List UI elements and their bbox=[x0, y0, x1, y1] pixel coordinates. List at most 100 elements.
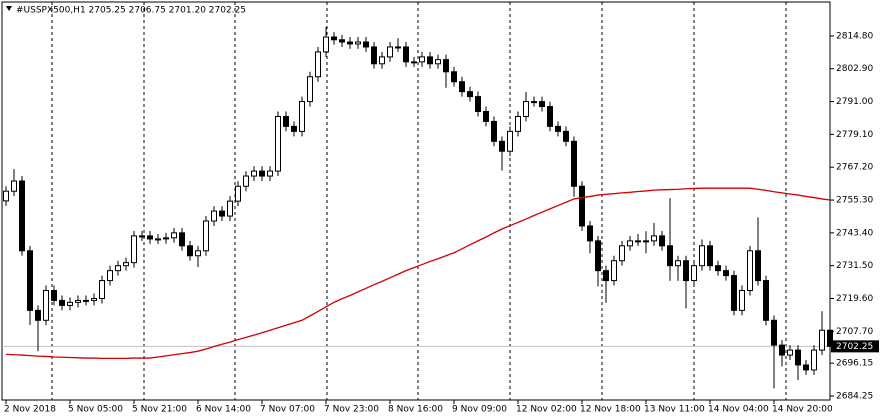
last-price-box bbox=[831, 340, 879, 353]
candle-body bbox=[267, 170, 273, 177]
candle-body bbox=[275, 115, 281, 172]
candle-body bbox=[299, 101, 305, 132]
candle-body bbox=[483, 110, 489, 122]
x-tick-label: 13 Nov 11:00 bbox=[644, 405, 705, 415]
y-tick-label: 2779.10 bbox=[836, 130, 873, 140]
candle-body bbox=[427, 56, 433, 65]
candle-body bbox=[571, 140, 577, 187]
candle-body bbox=[643, 240, 649, 243]
moving-average bbox=[5, 187, 831, 360]
candle-body bbox=[91, 298, 97, 301]
candle-body bbox=[691, 265, 697, 282]
candle-body bbox=[747, 250, 753, 292]
candle-body bbox=[499, 140, 505, 152]
candle-body bbox=[131, 235, 137, 264]
candle-body bbox=[323, 36, 329, 53]
y-tick-label: 2731.50 bbox=[836, 261, 873, 271]
candle-body bbox=[587, 225, 593, 242]
candle-body bbox=[307, 76, 313, 103]
candle-body bbox=[99, 280, 105, 300]
candle-body bbox=[347, 41, 353, 45]
candle-body bbox=[755, 250, 761, 282]
candle-body bbox=[315, 51, 321, 78]
candle-body bbox=[19, 180, 25, 252]
candle-body bbox=[443, 59, 449, 73]
x-tick-label: 9 Nov 09:00 bbox=[452, 405, 507, 415]
candle-body bbox=[563, 130, 569, 142]
x-tick-label: 7 Nov 23:00 bbox=[324, 405, 379, 415]
y-tick-label: 2767.20 bbox=[836, 163, 873, 173]
candle-body bbox=[779, 344, 785, 356]
candle-body bbox=[51, 290, 57, 301]
candle-body bbox=[459, 81, 465, 93]
candle-body bbox=[579, 185, 585, 227]
candle-body bbox=[667, 245, 673, 267]
candle-body bbox=[139, 235, 145, 238]
candle-body bbox=[603, 270, 609, 282]
candle-body bbox=[331, 36, 337, 41]
candle-body bbox=[195, 250, 201, 257]
x-tick-label: 12 Nov 02:00 bbox=[516, 405, 577, 415]
candle-body bbox=[627, 240, 633, 247]
last-price-label: 2702.25 bbox=[836, 342, 873, 352]
candle-body bbox=[619, 245, 625, 262]
candle-body bbox=[67, 301, 73, 306]
x-tick-label: 12 Nov 18:00 bbox=[580, 405, 641, 415]
candle-body bbox=[235, 185, 241, 202]
x-tick-label: 7 Nov 07:00 bbox=[260, 405, 315, 415]
candle-body bbox=[491, 120, 497, 142]
y-tick-label: 2791.00 bbox=[836, 97, 873, 107]
candle-body bbox=[395, 46, 401, 49]
candle-body bbox=[11, 180, 17, 192]
candle-body bbox=[451, 71, 457, 83]
candle-body bbox=[635, 240, 641, 243]
candle-body bbox=[219, 210, 225, 217]
candle-body bbox=[35, 309, 41, 321]
candle-body bbox=[179, 232, 185, 247]
candle-body bbox=[651, 235, 657, 242]
candle-body bbox=[291, 125, 297, 132]
candle-body bbox=[211, 210, 217, 222]
candle-body bbox=[659, 235, 665, 247]
candle-body bbox=[555, 125, 561, 132]
candle-body bbox=[595, 240, 601, 272]
candle-body bbox=[187, 245, 193, 257]
candle-body bbox=[163, 237, 169, 240]
candle-body bbox=[227, 200, 233, 217]
candle-body bbox=[475, 96, 481, 112]
candle-body bbox=[283, 115, 289, 127]
candle-body bbox=[611, 260, 617, 282]
x-tick-label: 5 Nov 21:00 bbox=[132, 405, 187, 415]
candle-body bbox=[787, 349, 793, 356]
candle-body bbox=[707, 245, 713, 267]
candle-body bbox=[371, 46, 377, 65]
candle-body bbox=[523, 101, 529, 117]
candle-body bbox=[147, 235, 153, 240]
x-tick-label: 14 Nov 20:00 bbox=[772, 405, 833, 415]
candle-body bbox=[203, 220, 209, 252]
y-tick-label: 2707.70 bbox=[836, 327, 873, 337]
candle-body bbox=[411, 61, 417, 64]
candle-body bbox=[739, 290, 745, 311]
candle-body bbox=[819, 329, 825, 351]
candle-body bbox=[123, 262, 129, 267]
candle-body bbox=[259, 170, 265, 177]
candle-body bbox=[507, 130, 513, 152]
candle-body bbox=[763, 280, 769, 321]
candle-body bbox=[3, 190, 9, 202]
candle-body bbox=[43, 290, 49, 321]
candle-body bbox=[803, 364, 809, 371]
candle-body bbox=[243, 175, 249, 187]
x-tick-label: 6 Nov 14:00 bbox=[196, 405, 251, 415]
candle-body bbox=[355, 41, 361, 45]
candle-body bbox=[107, 270, 113, 282]
candle-body bbox=[363, 41, 369, 48]
candle-body bbox=[715, 265, 721, 272]
x-tick-label: 14 Nov 04:00 bbox=[708, 405, 769, 415]
x-tick-label: 8 Nov 16:00 bbox=[388, 405, 443, 415]
candle-body bbox=[27, 250, 33, 311]
y-tick-label: 2684.25 bbox=[836, 392, 873, 402]
candle-body bbox=[115, 265, 121, 272]
candle-body bbox=[547, 106, 553, 127]
